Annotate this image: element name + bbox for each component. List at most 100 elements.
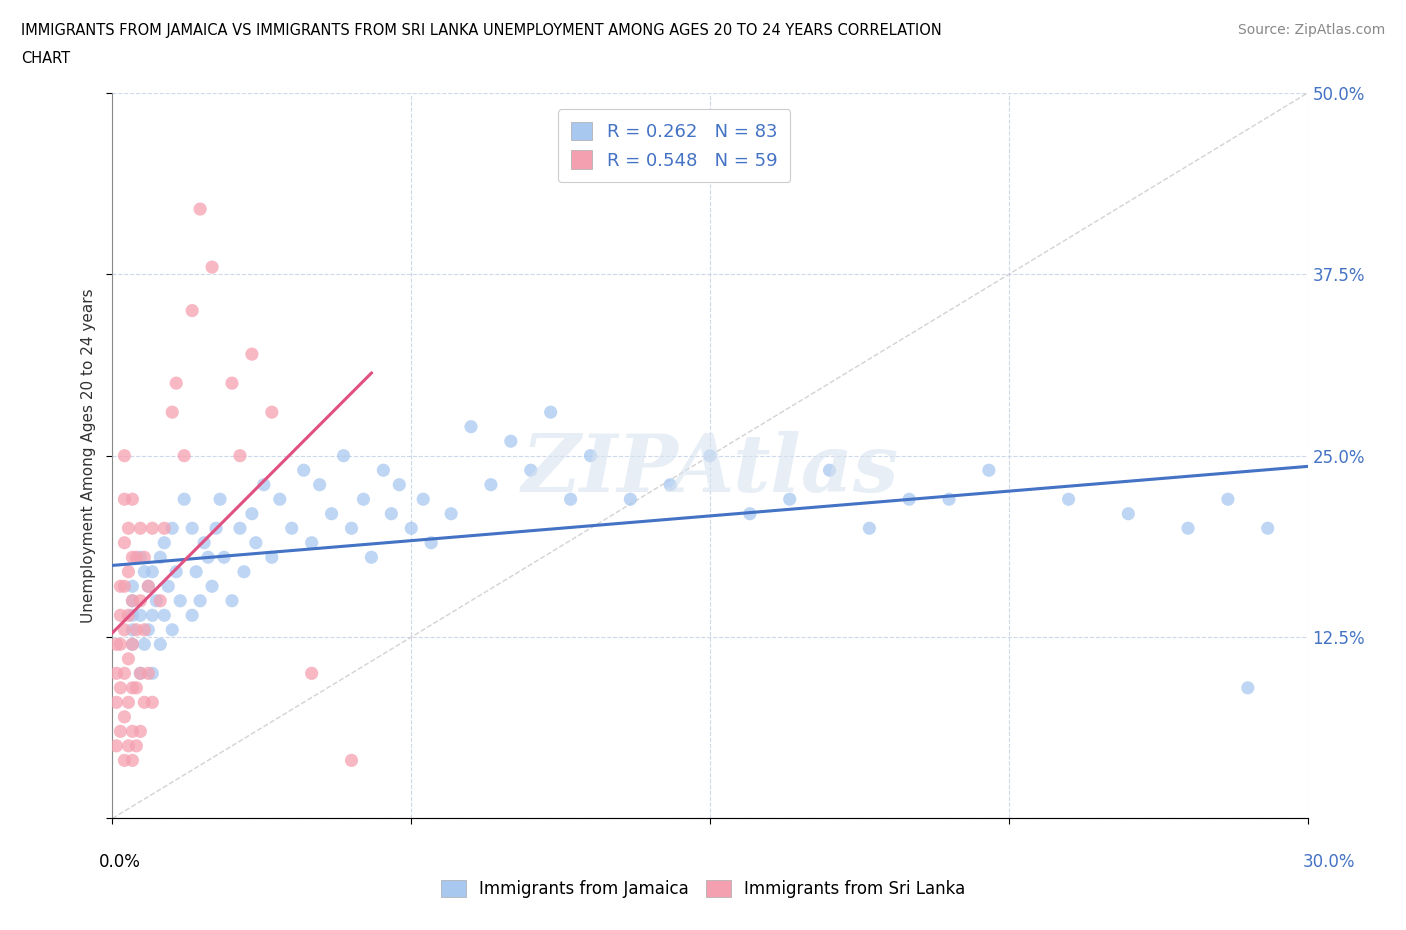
Point <box>165 565 187 579</box>
Text: IMMIGRANTS FROM JAMAICA VS IMMIGRANTS FROM SRI LANKA UNEMPLOYMENT AMONG AGES 20 : IMMIGRANTS FROM JAMAICA VS IMMIGRANTS FR… <box>21 23 942 38</box>
Point <box>332 448 354 463</box>
Point <box>353 492 375 507</box>
Point <box>188 593 211 608</box>
Point <box>129 608 152 623</box>
Point <box>121 550 143 565</box>
Point <box>157 578 180 593</box>
Point <box>110 637 132 652</box>
Text: Source: ZipAtlas.com: Source: ZipAtlas.com <box>1237 23 1385 37</box>
Point <box>141 521 163 536</box>
Point <box>153 521 176 536</box>
Point <box>201 259 224 274</box>
Point <box>221 376 243 391</box>
Point <box>114 710 135 724</box>
Point <box>145 593 167 608</box>
Point <box>479 477 502 492</box>
Point <box>401 521 423 536</box>
Point <box>149 550 172 565</box>
Point <box>499 433 522 448</box>
Point <box>201 578 224 593</box>
Point <box>138 578 160 593</box>
Point <box>162 405 183 419</box>
Point <box>125 550 148 565</box>
Point <box>105 666 128 681</box>
Point <box>212 550 235 565</box>
Point <box>1257 521 1279 536</box>
Point <box>360 550 382 565</box>
Point <box>138 578 160 593</box>
Point <box>253 477 276 492</box>
Point <box>308 477 330 492</box>
Point <box>114 578 135 593</box>
Point <box>114 448 135 463</box>
Point <box>121 622 143 637</box>
Point <box>129 550 152 565</box>
Point <box>110 681 132 696</box>
Point <box>117 651 139 666</box>
Point <box>114 622 135 637</box>
Point <box>110 724 132 738</box>
Point <box>181 303 204 318</box>
Point <box>440 506 463 521</box>
Point <box>141 695 163 710</box>
Point <box>1118 506 1140 521</box>
Point <box>149 593 172 608</box>
Point <box>260 405 283 419</box>
Point <box>105 695 128 710</box>
Point <box>114 492 135 507</box>
Point <box>977 463 1000 478</box>
Text: CHART: CHART <box>21 51 70 66</box>
Point <box>117 521 139 536</box>
Point <box>738 506 761 521</box>
Point <box>121 593 143 608</box>
Point <box>153 608 176 623</box>
Point <box>165 376 187 391</box>
Point <box>209 492 232 507</box>
Point <box>245 536 267 551</box>
Point <box>129 521 152 536</box>
Point <box>233 565 256 579</box>
Text: 30.0%: 30.0% <box>1302 853 1355 871</box>
Text: ZIPAtlas: ZIPAtlas <box>522 432 898 509</box>
Point <box>181 608 204 623</box>
Point <box>121 681 143 696</box>
Point <box>117 608 139 623</box>
Point <box>117 695 139 710</box>
Point <box>121 492 143 507</box>
Point <box>121 637 143 652</box>
Point <box>229 448 252 463</box>
Point <box>269 492 291 507</box>
Point <box>898 492 921 507</box>
Point <box>1057 492 1080 507</box>
Point <box>105 637 128 652</box>
Point <box>149 637 172 652</box>
Point <box>412 492 434 507</box>
Point <box>134 637 156 652</box>
Point <box>388 477 411 492</box>
Point <box>380 506 402 521</box>
Point <box>260 550 283 565</box>
Point <box>125 681 148 696</box>
Point <box>858 521 880 536</box>
Point <box>125 622 148 637</box>
Text: 0.0%: 0.0% <box>98 853 141 871</box>
Point <box>169 593 191 608</box>
Point <box>520 463 543 478</box>
Point <box>129 593 152 608</box>
Point <box>125 738 148 753</box>
Point <box>153 536 176 551</box>
Point <box>229 521 252 536</box>
Point <box>292 463 315 478</box>
Point <box>1237 681 1260 696</box>
Point <box>114 536 135 551</box>
Point <box>121 593 143 608</box>
Point <box>117 738 139 753</box>
Point <box>121 724 143 738</box>
Point <box>938 492 960 507</box>
Point <box>1177 521 1199 536</box>
Point <box>121 578 143 593</box>
Point <box>420 536 443 551</box>
Point <box>540 405 562 419</box>
Point <box>186 565 208 579</box>
Point <box>129 724 152 738</box>
